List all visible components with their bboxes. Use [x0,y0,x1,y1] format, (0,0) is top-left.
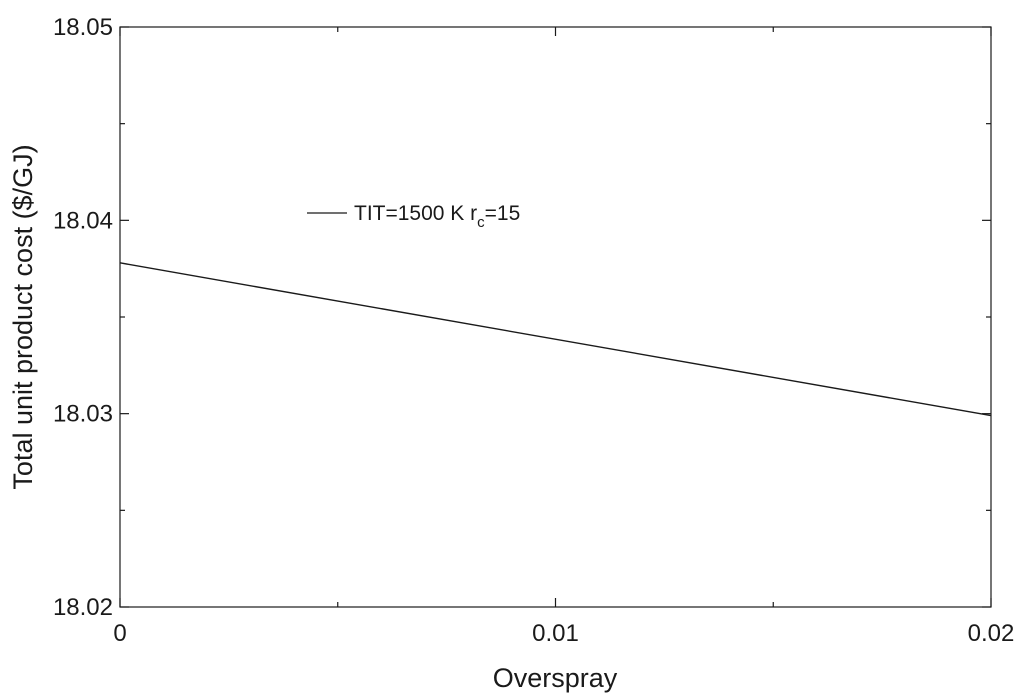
legend: TIT=1500 K rc=15 [307,202,520,231]
legend-label: TIT=1500 K rc=15 [354,202,520,231]
x-axis-title: Overspray [493,663,618,693]
x-tick-label: 0.01 [532,620,579,647]
y-tick-label: 18.03 [53,401,113,428]
axis-ticks [119,26,992,608]
tick-labels: 0 0.01 0.02 18.02 18.03 18.04 18.05 [53,14,1014,647]
legend-label-main: TIT=1500 K r [354,202,477,225]
y-tick-label: 18.04 [53,207,113,234]
y-tick-label: 18.02 [53,594,113,621]
y-axis-title: Total unit product cost ($/GJ) [8,144,38,489]
y-tick-label: 18.05 [53,14,113,41]
legend-label-tail: =15 [485,202,521,225]
x-tick-label: 0.02 [968,620,1015,647]
series-line [119,262,992,417]
x-tick-label: 0 [113,620,126,647]
series-layer [119,262,992,417]
legend-label-subscript: c [477,214,485,231]
plot-frame [119,26,992,608]
